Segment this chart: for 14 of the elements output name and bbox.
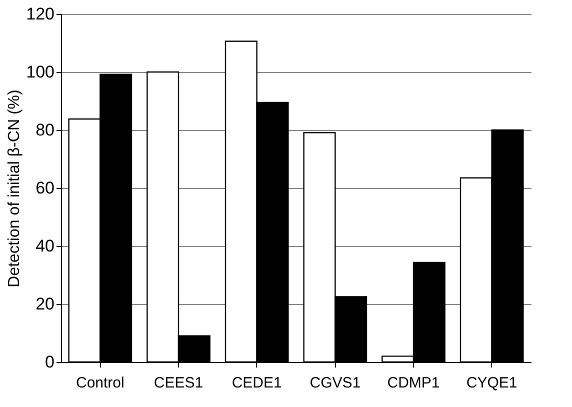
y-tick-label: 120 (26, 4, 54, 24)
x-tick-label: CEES1 (154, 374, 204, 392)
y-axis-title: Detection of initial β-CN (%) (6, 90, 24, 288)
x-tick-label: CGVS1 (310, 374, 361, 392)
x-tick-label: Control (76, 374, 124, 392)
x-tick-label: CYQE1 (466, 374, 518, 392)
y-tick-label: 20 (36, 294, 54, 314)
y-tick-label: 100 (26, 62, 54, 82)
y-tick-label: 80 (36, 120, 54, 140)
x-tick-label: CDMP1 (387, 374, 440, 392)
y-tick-label: 0 (45, 352, 54, 372)
y-tick-label: 60 (36, 178, 54, 198)
x-tick-label: CEDE1 (232, 374, 282, 392)
y-tick-label: 40 (36, 236, 54, 256)
